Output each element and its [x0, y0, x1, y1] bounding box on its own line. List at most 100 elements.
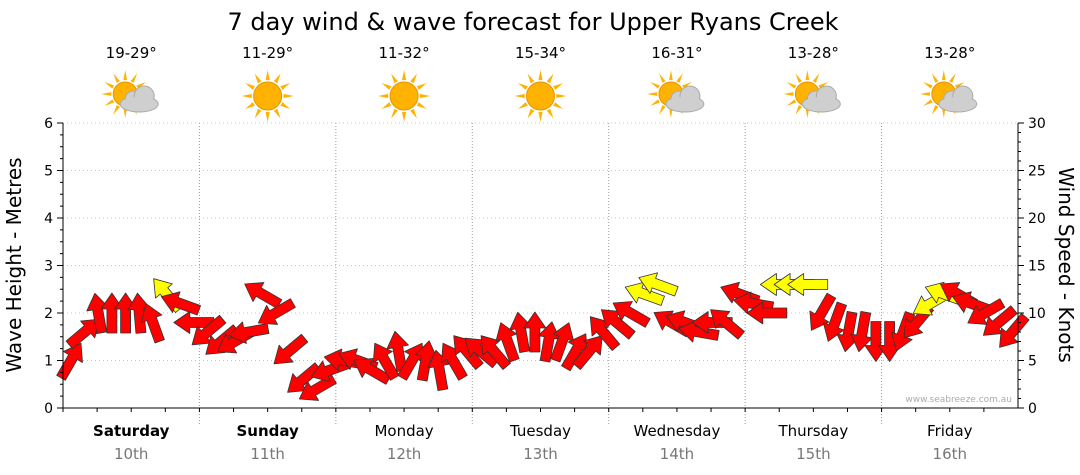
cloud-shape	[119, 85, 159, 113]
sun-ray	[658, 73, 666, 83]
cloud-shape	[801, 85, 841, 113]
sun-ray	[254, 108, 262, 119]
y-axis-label-left: Wave Height - Metres	[2, 157, 26, 372]
wind-arrow-shape	[453, 335, 484, 370]
weather-row: 19-29° 11-29° 11-32° 15-34° 16-31° 13-28° 13-2…	[101, 44, 978, 122]
wind-arrow	[140, 303, 165, 344]
y-tick-label-right: 10	[1028, 306, 1046, 322]
y-tick-label-right: 25	[1028, 164, 1046, 180]
sun-ray	[245, 83, 255, 90]
sun-ray	[280, 102, 291, 109]
temperature-range: 11-29°	[242, 44, 293, 62]
sun-ray	[273, 73, 281, 84]
sun-ray	[527, 108, 535, 119]
wind-arrow	[523, 311, 547, 353]
cloud-fill	[122, 97, 157, 109]
sun-ray	[416, 102, 427, 109]
wind-arrow	[678, 320, 720, 343]
y-tick-label-right: 0	[1028, 401, 1037, 417]
wind-arrow-shape	[589, 316, 621, 351]
sun-ray	[104, 99, 115, 106]
sun-ray	[130, 73, 138, 83]
sun-ray	[514, 93, 525, 99]
sun-rays	[241, 70, 294, 122]
day-name: Tuesday	[509, 422, 571, 440]
wind-arrow-shape	[495, 322, 520, 363]
sun-ray	[416, 83, 427, 90]
grid	[63, 122, 1018, 426]
temperature-range: 13-28°	[924, 44, 975, 62]
temperature-range: 11-32°	[379, 44, 430, 62]
day-date: 15th	[796, 445, 830, 463]
sun-ray	[254, 73, 262, 84]
cloud-fill	[667, 97, 702, 109]
sun-ray	[123, 70, 128, 81]
sun-ray	[669, 70, 673, 81]
sun-ray	[265, 70, 270, 81]
temperature-range: 19-29°	[106, 44, 157, 62]
day-date: 10th	[114, 445, 148, 463]
wind-arrow-shape	[441, 342, 468, 381]
sun-ray	[941, 107, 946, 118]
sun-ray	[280, 83, 291, 90]
sun-ray	[931, 73, 939, 83]
wind-arrow	[244, 282, 283, 309]
day-date: 11th	[250, 445, 284, 463]
sun-ray	[650, 99, 660, 106]
sun-ray	[391, 73, 398, 84]
sun-ray	[546, 108, 554, 119]
sun-ray	[812, 73, 820, 83]
wind-arrow-shape	[624, 281, 665, 306]
y-tick-label-right: 15	[1028, 259, 1046, 275]
wind-arrow	[710, 309, 745, 340]
sun-ray	[650, 82, 660, 89]
wind-arrow-shape	[173, 311, 215, 334]
wind-arrow	[550, 322, 575, 363]
wind-arrow-shape	[678, 320, 720, 343]
wind-arrow-shape	[523, 311, 547, 353]
partly-cloudy-icon	[646, 70, 705, 118]
day-name: Wednesday	[634, 422, 721, 440]
sun-ray	[805, 70, 810, 81]
wind-arrow	[453, 335, 484, 370]
wind-arrow-shape	[160, 291, 202, 316]
y-tick-label-left: 0	[44, 401, 53, 417]
wind-arrow-shape	[287, 362, 322, 393]
cloud-shape	[938, 85, 978, 113]
sun-ray	[923, 99, 933, 106]
y-tick-label-right: 30	[1028, 116, 1046, 132]
y-tick-label-left: 1	[44, 354, 53, 370]
sun-ray	[378, 93, 389, 99]
wind-arrow-shape	[787, 273, 829, 296]
y-tick-label-left: 3	[44, 259, 53, 275]
wind-arrow-shape	[100, 292, 124, 334]
wind-arrow	[441, 342, 468, 381]
sun-ray	[669, 107, 673, 118]
wind-arrow-shape	[86, 292, 109, 334]
wind-arrow	[480, 335, 511, 370]
day-name: Sunday	[236, 422, 299, 440]
sun-ray	[805, 107, 810, 118]
wind-arrow-shape	[509, 311, 532, 353]
sun-ray	[786, 82, 797, 89]
sun-ray	[136, 82, 146, 89]
wind-arrow	[495, 322, 520, 363]
sun-ray	[941, 70, 946, 81]
sun-ray	[949, 73, 956, 83]
y-tick-label-left: 6	[44, 116, 53, 132]
sun-ray	[923, 82, 933, 89]
wind-arrow-shape	[850, 311, 873, 353]
sun-ray	[553, 83, 564, 90]
partly-cloudy-icon	[101, 70, 159, 118]
sun-ray	[410, 73, 418, 84]
wind-arrow-shape	[257, 298, 296, 325]
sun-ray	[401, 70, 407, 81]
sun-ray	[273, 108, 281, 119]
partly-cloudy-icon	[919, 70, 978, 118]
wind-arrow	[100, 292, 124, 334]
wind-arrow	[967, 298, 1006, 325]
temperature-range: 16-31°	[651, 44, 702, 62]
sunny-icon	[514, 70, 567, 122]
wind-arrow-shape	[127, 292, 151, 334]
